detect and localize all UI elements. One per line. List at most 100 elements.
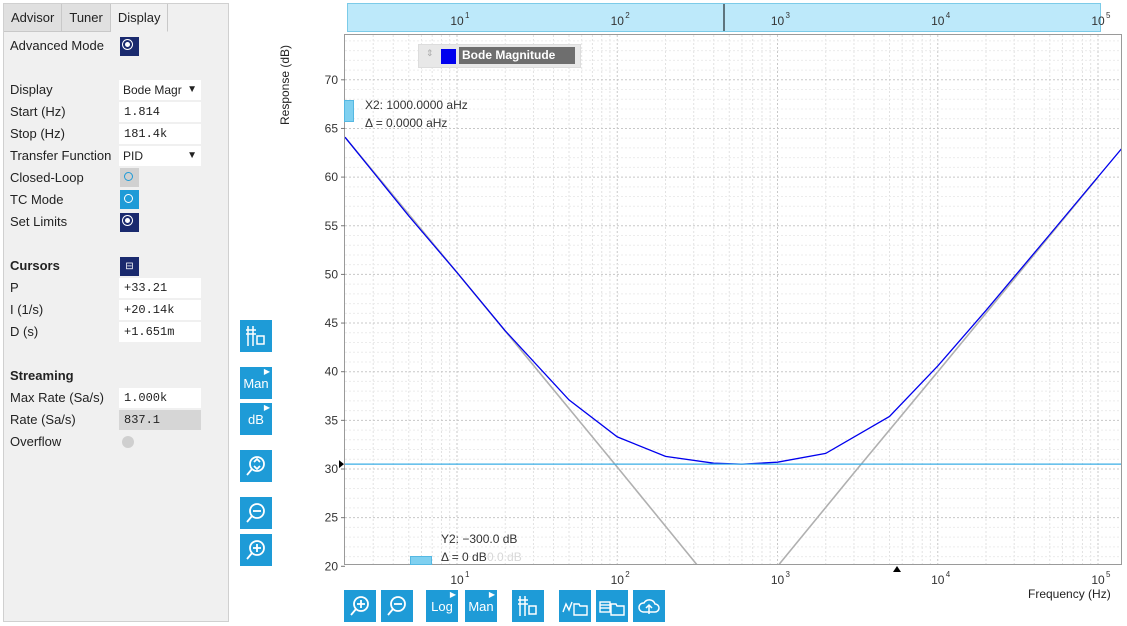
chevron-down-icon: ▼ — [187, 84, 197, 95]
tab-tuner[interactable]: Tuner — [62, 4, 111, 32]
x-tick-label: 10 — [771, 573, 785, 587]
max-rate-input[interactable]: 1.000k — [119, 388, 201, 408]
p-input[interactable]: +33.21 — [119, 278, 201, 298]
tab-advisor[interactable]: Advisor — [4, 4, 63, 32]
axis-db-button[interactable]: dB ▶ — [240, 403, 272, 435]
cloud-upload-button[interactable] — [633, 590, 665, 622]
y-axis-label: Response (dB) — [278, 44, 292, 125]
y-tick-label: 35 — [325, 413, 339, 427]
y-tick-label: 50 — [325, 267, 339, 281]
closed-loop-checkbox[interactable] — [120, 168, 139, 187]
legend[interactable]: ⇕ Bode Magnitude — [418, 44, 581, 68]
transfer-function-select[interactable]: PID ▼ — [119, 146, 201, 166]
legend-swatch — [441, 49, 456, 64]
advanced-mode-checkbox[interactable] — [120, 37, 139, 56]
cursor-y-delta-ghost: 0.0 dB — [487, 550, 522, 564]
settings-panel: Advisor Tuner Display Advanced Mode Disp… — [3, 3, 229, 622]
chevron-right-icon: ▶ — [449, 590, 456, 599]
y-tick-label: 25 — [325, 511, 339, 525]
chevron-right-icon: ▶ — [488, 590, 495, 599]
cursors-heading: Cursors — [10, 258, 60, 273]
x-tick-label: 10 — [931, 573, 945, 587]
x-tick-label: 10 — [450, 573, 464, 587]
db-label: dB — [248, 411, 264, 427]
link-icon[interactable]: ⊟ — [120, 257, 139, 276]
cursor-y-marker[interactable] — [410, 556, 432, 565]
x-tick-label-exponent: 3 — [786, 570, 791, 579]
display-select-value: Bode Magr — [123, 83, 182, 97]
cursor-grid-icon — [246, 326, 265, 346]
scroll-arrows-icon: ⇕ — [426, 48, 434, 58]
plot-folder-icon — [562, 601, 588, 616]
cursor-x-marker[interactable] — [344, 100, 354, 122]
zoom-in-icon — [246, 540, 265, 560]
axis-man-button[interactable]: Man ▶ — [240, 367, 272, 399]
transfer-function-label: Transfer Function — [10, 148, 112, 163]
save-data-button[interactable] — [596, 590, 628, 622]
d-input[interactable]: +1.651m — [119, 322, 201, 342]
zoom-in-button[interactable] — [240, 534, 272, 566]
streaming-heading: Streaming — [10, 368, 74, 383]
man-label-bottom: Man — [468, 598, 494, 614]
zoom-out-icon — [387, 596, 406, 616]
start-label: Start (Hz) — [10, 104, 66, 119]
x-tick-label: 10 — [611, 573, 625, 587]
tab-bar: Advisor Tuner Display — [4, 4, 169, 32]
x-tick-label-exponent: 4 — [946, 570, 951, 579]
y-tick-label: 60 — [325, 170, 339, 184]
closed-loop-label: Closed-Loop — [10, 170, 84, 185]
zoom-in-button-bottom[interactable] — [344, 590, 376, 622]
zoom-out-button-bottom[interactable] — [381, 590, 413, 622]
y-tick-label: 40 — [325, 365, 339, 379]
cursor-mode-button[interactable] — [240, 320, 272, 352]
x-zoom-strip[interactable] — [347, 3, 1101, 32]
x-log-button[interactable]: Log ▶ — [426, 590, 458, 622]
display-select[interactable]: Bode Magr ▼ — [119, 80, 201, 100]
y-tick-label: 30 — [325, 462, 339, 476]
x-man-button[interactable]: Man ▶ — [465, 590, 497, 622]
cursor-x-readout: X2: 1000.0000 aHz — [365, 98, 468, 112]
zoom-in-icon — [350, 596, 369, 616]
display-label: Display — [10, 82, 53, 97]
tc-mode-checkbox[interactable] — [120, 190, 139, 209]
log-label: Log — [431, 598, 453, 614]
y-tick-label: 55 — [325, 219, 339, 233]
start-input[interactable]: 1.814 — [119, 102, 201, 122]
y-tick-label: 70 — [325, 73, 339, 87]
tab-display[interactable]: Display — [110, 4, 169, 32]
stop-input[interactable]: 181.4k — [119, 124, 201, 144]
x-tick-label: 10 — [1091, 573, 1105, 587]
stop-label: Stop (Hz) — [10, 126, 65, 141]
x-axis-label: Frequency (Hz) — [1028, 587, 1111, 601]
overflow-led — [122, 436, 134, 448]
max-rate-label: Max Rate (Sa/s) — [10, 390, 104, 405]
top-x-tick-label-exponent: 5 — [1106, 11, 1111, 20]
table-folder-icon — [599, 601, 625, 616]
cursor-y-delta: Δ = 0 dB — [441, 550, 487, 564]
cursor-x-pointer — [893, 566, 901, 572]
i-label: I (1/s) — [10, 302, 44, 317]
chevron-down-icon: ▼ — [187, 150, 197, 161]
y-tick-label: 45 — [325, 316, 339, 330]
zoom-out-button[interactable] — [240, 497, 272, 529]
cloud-upload-icon — [638, 599, 660, 614]
chevron-right-icon: ▶ — [263, 367, 270, 376]
zoom-fit-button[interactable] — [240, 450, 272, 482]
set-limits-checkbox[interactable] — [120, 213, 139, 232]
advanced-mode-label: Advanced Mode — [10, 38, 104, 53]
plot-area[interactable] — [344, 34, 1122, 565]
x-tick-label-exponent: 5 — [1106, 570, 1111, 579]
set-limits-label: Set Limits — [10, 214, 68, 229]
transfer-function-value: PID — [123, 149, 144, 163]
i-input[interactable]: +20.14k — [119, 300, 201, 320]
p-label: P — [10, 280, 19, 295]
cursor-y-readout: Y2: −300.0 dB — [441, 532, 518, 546]
d-label: D (s) — [10, 324, 39, 339]
zoom-fit-icon — [246, 456, 265, 476]
chevron-right-icon: ▶ — [263, 403, 270, 412]
overflow-label: Overflow — [10, 434, 62, 449]
x-tick-label-exponent: 1 — [465, 570, 470, 579]
cursor-x-delta: Δ = 0.0000 aHz — [365, 116, 448, 130]
save-plot-button[interactable] — [559, 590, 591, 622]
cursor-mode-button-bottom[interactable] — [512, 590, 544, 622]
